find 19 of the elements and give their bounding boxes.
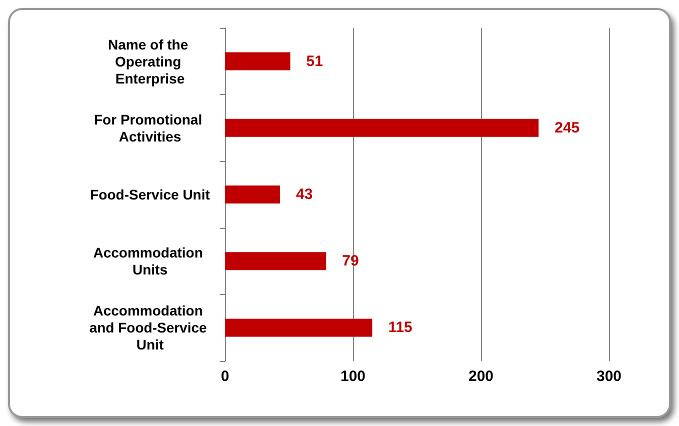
x-tick-label: 100 — [340, 368, 366, 385]
x-tick-label: 300 — [596, 368, 622, 385]
data-label: 115 — [388, 319, 412, 336]
data-label: 51 — [306, 52, 323, 70]
x-tick-label: 0 — [220, 368, 230, 385]
y-tick-label: Accommodation Units — [93, 244, 207, 278]
data-label: 79 — [342, 252, 359, 270]
y-tick-label: For Promotional Activities — [94, 111, 206, 144]
bar — [225, 186, 280, 204]
bar — [225, 252, 326, 270]
data-label: 43 — [296, 186, 313, 203]
bar — [225, 118, 539, 137]
y-tick-label: Accommodation and Food-Service Unit — [89, 302, 211, 353]
y-tick-label: Name of the Operating Enterprise — [108, 36, 192, 86]
bar — [225, 318, 372, 337]
y-tick-label: Food-Service Unit — [90, 186, 210, 202]
x-tick-label: 200 — [468, 368, 494, 385]
bar — [225, 52, 290, 70]
data-label: 245 — [554, 119, 580, 136]
